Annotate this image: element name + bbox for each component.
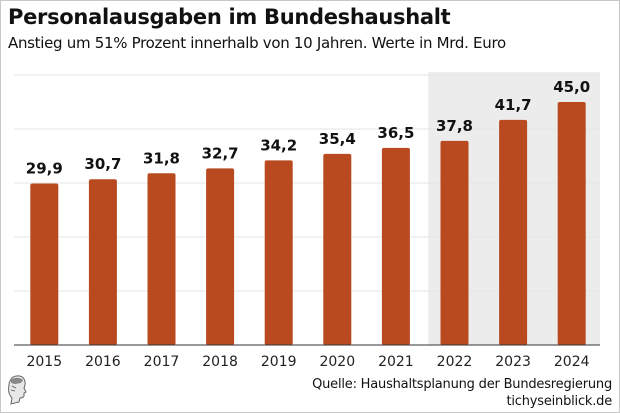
data-label: 32,7 [202,144,239,162]
x-tick-label: 2022 [437,354,473,370]
data-label: 35,4 [319,130,356,148]
x-tick-label: 2023 [495,354,531,370]
x-tick-label: 2016 [85,354,121,370]
data-label: 36,5 [377,124,414,142]
data-label: 45,0 [553,78,590,96]
data-label: 37,8 [436,117,473,135]
x-tick-label: 2024 [554,354,590,370]
profile-head-logo-icon [8,375,27,405]
bar-2020 [323,153,352,345]
source-note: Quelle: Haushaltsplanung der Bundesregie… [312,376,612,410]
bar-2018 [206,168,235,345]
x-tick-label: 2018 [202,354,238,370]
source-text: Quelle: Haushaltsplanung der Bundesregie… [312,377,612,392]
chart-title: Personalausgaben im Bundeshaushalt [8,5,451,29]
data-label: 41,7 [495,96,532,114]
bar-2017 [147,173,176,345]
bar-2023 [499,119,528,345]
bar-2019 [264,160,293,345]
data-label: 34,2 [260,136,297,154]
bar-2022 [440,140,469,345]
bar-2021 [381,147,410,345]
x-tick-label: 2021 [378,354,414,370]
x-tick-label: 2020 [319,354,355,370]
bar-2024 [557,102,586,345]
x-tick-label: 2017 [144,354,180,370]
data-label: 30,7 [84,155,121,173]
data-label: 29,9 [26,160,63,178]
bar-2016 [88,179,117,345]
chart-subtitle: Anstieg um 51% Prozent innerhalb von 10 … [8,34,506,52]
bar-2015 [30,183,59,345]
site-credit: tichyseinblick.de [506,394,612,409]
data-label: 31,8 [143,149,180,167]
x-tick-label: 2015 [26,354,62,370]
x-tick-label: 2019 [261,354,297,370]
